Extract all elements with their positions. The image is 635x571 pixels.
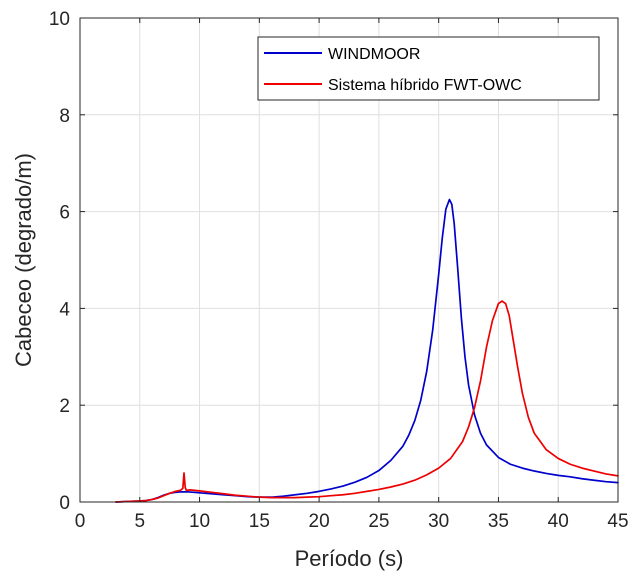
x-tick-label: 40	[548, 511, 569, 532]
x-tick-label: 15	[249, 511, 270, 532]
x-tick-label: 5	[134, 511, 145, 532]
ticks: 0 5 10 15 20 25 30 35 40 45 0 2 4 6 8 10	[49, 9, 629, 532]
legend: WINDMOOR Sistema híbrido FWT-OWC	[257, 36, 600, 101]
x-tick-label: 25	[368, 511, 389, 532]
y-tick-label: 10	[49, 9, 70, 30]
x-tick-label: 45	[607, 511, 628, 532]
y-tick-label: 8	[59, 106, 70, 127]
x-tick-label: 35	[488, 511, 509, 532]
series-layer	[115, 198, 619, 503]
x-tick-label: 30	[428, 511, 449, 532]
y-tick-label: 0	[59, 493, 70, 514]
y-tick-label: 6	[59, 203, 70, 224]
x-axis-label: Período (s)	[295, 546, 404, 571]
y-axis-label: Cabeceo (degrado/m)	[11, 153, 36, 367]
plot-frame	[79, 17, 619, 503]
x-tick-label: 10	[189, 511, 210, 532]
y-tick-label: 4	[59, 299, 70, 320]
legend-label-windmoor: WINDMOOR	[328, 46, 420, 63]
series-line-windmoor	[115, 198, 619, 503]
legend-box	[257, 36, 600, 101]
y-tick-label: 2	[59, 396, 70, 417]
x-tick-label: 20	[309, 511, 330, 532]
series-line-hybrid	[115, 300, 619, 503]
legend-label-hybrid: Sistema híbrido FWT-OWC	[328, 77, 522, 94]
x-tick-label: 0	[75, 511, 86, 532]
